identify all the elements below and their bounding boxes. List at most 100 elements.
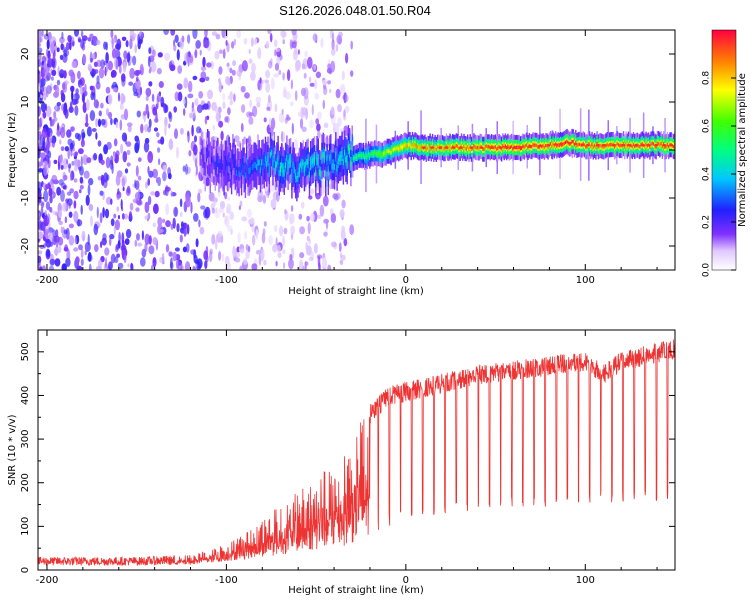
spectrogram-ridge-cell bbox=[488, 145, 490, 149]
spectrogram-noise-blob bbox=[224, 116, 229, 123]
spectrogram-ridge-cell bbox=[219, 163, 221, 170]
spectrogram-ridge-cell bbox=[656, 141, 659, 146]
spectrogram-noise-blob bbox=[224, 215, 228, 225]
spectrogram-noise-blob bbox=[60, 43, 64, 51]
spectrogram-ridge-cell bbox=[626, 144, 628, 148]
spectrogram-noise-blob bbox=[261, 232, 266, 244]
spectrogram-noise-blob bbox=[123, 213, 128, 220]
spectrogram-noise-blob bbox=[55, 229, 59, 238]
spectrogram-ridge-cell bbox=[292, 161, 294, 168]
spectrogram-ridge-cell bbox=[552, 142, 554, 146]
spectrogram-noise-blob bbox=[152, 49, 156, 58]
spectrogram-ridge-cell bbox=[406, 145, 409, 149]
spectrogram-noise-blob bbox=[137, 175, 142, 181]
spectrogram-noise-blob bbox=[145, 103, 149, 115]
spectrogram-noise-blob bbox=[248, 49, 251, 54]
spectrogram-ridge-cell bbox=[381, 153, 383, 157]
spectrogram-noise-blob bbox=[188, 80, 193, 93]
spectrogram-ridge-cell bbox=[366, 155, 368, 159]
spectrogram-noise-blob bbox=[301, 201, 305, 209]
spectrogram-noise-blob bbox=[148, 68, 151, 74]
spectrogram-ytick-label: 20 bbox=[20, 48, 31, 61]
spectrogram-ridge-cell bbox=[202, 151, 204, 158]
spectrogram-noise-blob bbox=[269, 33, 273, 43]
spectrogram-noise-blob bbox=[40, 206, 44, 218]
spectrogram-noise-blob bbox=[276, 244, 281, 253]
spectrogram-ridge-cell bbox=[272, 159, 274, 166]
spectrogram-noise-blob bbox=[108, 111, 113, 119]
spectrogram-ridge-cell bbox=[631, 144, 633, 149]
spectrogram-noise-blob bbox=[180, 211, 183, 218]
spectrogram-noise-blob bbox=[341, 70, 345, 81]
spectrogram-ridge-cell bbox=[509, 145, 512, 149]
spectrogram-noise-blob bbox=[121, 132, 127, 142]
spectrogram-noise-blob bbox=[84, 83, 87, 93]
spectrogram-noise-blob bbox=[50, 36, 57, 45]
spectrogram-ridge-cell bbox=[477, 145, 479, 150]
spectrogram-noise-blob bbox=[75, 88, 79, 95]
spectrogram-noise-blob bbox=[55, 85, 60, 97]
spectrogram-ridge-cell bbox=[405, 144, 407, 148]
spectrogram-noise-blob bbox=[257, 47, 262, 60]
spectrogram-noise-blob bbox=[156, 92, 161, 103]
spectrogram-noise-blob bbox=[180, 127, 184, 135]
spectrogram-noise-blob bbox=[43, 33, 49, 40]
spectrogram-noise-blob bbox=[93, 153, 98, 161]
spectrogram-noise-blob bbox=[44, 229, 51, 240]
spectrogram-noise-blob bbox=[215, 239, 218, 250]
spectrogram-noise-blob bbox=[148, 245, 155, 255]
spectrogram-noise-blob bbox=[281, 108, 284, 115]
spectrogram-noise-blob bbox=[141, 230, 144, 241]
spectrogram-noise-blob bbox=[73, 210, 79, 223]
spectrogram-noise-blob bbox=[85, 194, 90, 206]
spectrogram-ridge-cell bbox=[230, 168, 233, 175]
spectrogram-peak bbox=[430, 146, 435, 149]
spectrogram-ridge-cell bbox=[586, 145, 588, 149]
spectrogram-noise-blob bbox=[93, 69, 99, 74]
spectrogram-noise-blob bbox=[43, 236, 46, 241]
spectrogram-noise-blob bbox=[254, 37, 258, 46]
spectrogram-noise-blob bbox=[105, 156, 111, 169]
spectrogram-noise-blob bbox=[89, 85, 94, 91]
spectrogram-noise-blob bbox=[125, 141, 132, 147]
spectrogram-ridge-cell bbox=[210, 156, 213, 163]
spectrogram-noise-blob bbox=[345, 52, 349, 64]
spectrogram-ridge-cell bbox=[254, 162, 257, 169]
spectrogram-noise-blob bbox=[173, 106, 177, 113]
spectrogram-ridge-cell bbox=[425, 147, 427, 152]
spectrogram-ridge-cell bbox=[204, 165, 206, 172]
spectrogram-noise-blob bbox=[331, 241, 337, 248]
spectrogram-ridge-cell bbox=[534, 143, 537, 147]
spectrogram-noise-blob bbox=[71, 60, 78, 68]
spectrogram-noise-blob bbox=[200, 71, 207, 80]
spectrogram-ridge-cell bbox=[519, 147, 522, 151]
spectrogram-noise-blob bbox=[322, 257, 327, 269]
spectrogram-noise-blob bbox=[145, 87, 152, 97]
spectrogram-noise-blob bbox=[214, 210, 221, 219]
spectrogram-noise-blob bbox=[45, 201, 51, 210]
spectrogram-noise-blob bbox=[93, 223, 99, 236]
spectrogram-noise-blob bbox=[247, 208, 252, 218]
spectrogram-ridge-cell bbox=[227, 165, 229, 172]
spectrogram-noise-blob bbox=[40, 101, 46, 113]
spectrogram-ridge-cell bbox=[511, 144, 513, 149]
spectrogram-ridge-cell bbox=[572, 139, 574, 144]
spectrogram-ridge-cell bbox=[200, 149, 203, 156]
spectrogram-ridge-cell bbox=[436, 145, 439, 149]
spectrogram-noise-blob bbox=[181, 35, 185, 43]
spectrogram-noise-blob bbox=[66, 42, 70, 51]
spectrogram-ridge-cell bbox=[413, 145, 415, 149]
spectrogram-noise-blob bbox=[53, 159, 58, 164]
spectrogram-noise-blob bbox=[237, 232, 241, 243]
spectrogram-noise-blob bbox=[126, 122, 133, 127]
spectrogram-noise-blob bbox=[320, 179, 325, 189]
spectrogram-ridge-cell bbox=[497, 146, 499, 150]
spectrogram-noise-blob bbox=[165, 244, 170, 253]
spectrogram-noise-blob bbox=[60, 146, 65, 152]
spectrogram-noise-blob bbox=[68, 163, 72, 169]
spectrogram-noise-blob bbox=[49, 195, 53, 204]
spectrogram-noise-blob bbox=[127, 125, 132, 133]
spectrogram-noise-blob bbox=[136, 110, 141, 118]
spectrogram-noise-blob bbox=[150, 191, 156, 196]
